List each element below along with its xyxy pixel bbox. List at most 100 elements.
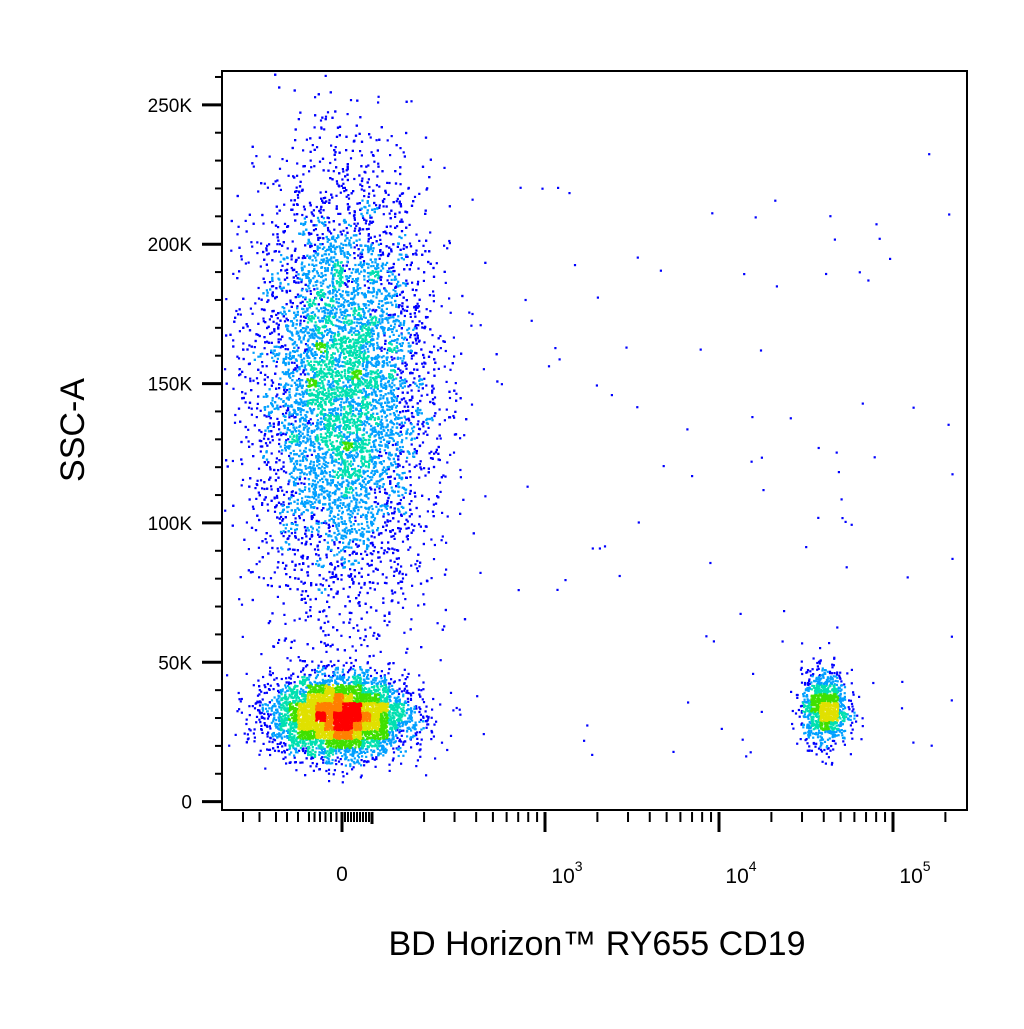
event-dot (385, 312, 388, 315)
event-dot (411, 415, 414, 418)
event-dot (298, 563, 301, 566)
event-dot (364, 222, 367, 225)
event-dot (347, 574, 350, 577)
event-dot (303, 165, 306, 168)
event-dot (821, 760, 824, 763)
event-dot (257, 333, 260, 336)
event-dot (296, 277, 299, 280)
event-dot (418, 731, 422, 734)
event-dot (419, 561, 422, 564)
event-dot (399, 369, 402, 372)
event-dot (252, 351, 255, 354)
event-dot (300, 580, 303, 583)
event-dot (281, 289, 284, 292)
event-dot (434, 502, 438, 505)
event-dot (262, 277, 265, 280)
event-dot (335, 573, 338, 576)
event-dot (260, 308, 263, 311)
event-dot (239, 373, 242, 376)
event-dot (353, 222, 356, 225)
event-dot (443, 270, 446, 273)
event-dot (833, 672, 836, 675)
event-dot (409, 484, 412, 487)
event-dot (410, 443, 413, 446)
event-dot (309, 598, 312, 601)
event-dot (302, 255, 305, 258)
event-dot (421, 387, 424, 390)
event-dot (375, 757, 378, 761)
event-dot (297, 656, 300, 659)
event-dot (411, 320, 414, 323)
event-dot (384, 339, 387, 342)
event-dot (348, 268, 351, 271)
event-dot (271, 439, 274, 442)
event-dot (386, 502, 389, 505)
event-dot (234, 733, 237, 736)
event-dot (279, 522, 282, 525)
event-dot (225, 334, 228, 337)
event-dot (238, 246, 241, 249)
event-dot (850, 523, 853, 526)
event-dot (283, 493, 286, 496)
event-dot (377, 95, 380, 98)
event-dot (373, 488, 377, 491)
event-dot (341, 529, 344, 532)
event-dot (346, 113, 349, 116)
event-dot (268, 620, 272, 623)
event-dot (303, 351, 306, 354)
event-dot (325, 665, 328, 668)
event-dot (948, 213, 951, 216)
event-dot (359, 208, 362, 211)
event-dot (387, 252, 391, 255)
event-dot (416, 283, 419, 286)
event-dot (830, 763, 833, 766)
event-dot (334, 575, 337, 578)
event-dot (325, 769, 328, 773)
event-dot (417, 280, 420, 283)
event-dot (377, 266, 380, 270)
event-dot (378, 138, 381, 141)
event-dot (808, 745, 811, 748)
event-dot (413, 368, 416, 371)
density-level-0 (224, 73, 954, 784)
event-dot (293, 568, 296, 571)
event-dot (326, 216, 329, 219)
event-dot (285, 681, 288, 684)
event-dot (432, 290, 435, 293)
event-dot (410, 523, 414, 526)
event-dot (360, 253, 364, 256)
event-dot (356, 624, 359, 627)
event-dot (358, 591, 362, 594)
event-dot (396, 395, 399, 398)
event-dot (396, 197, 399, 200)
event-dot (383, 488, 387, 491)
event-dot (930, 744, 933, 747)
event-dot (459, 397, 462, 400)
event-dot (400, 565, 403, 568)
event-dot (416, 306, 419, 309)
event-dot (279, 311, 282, 314)
event-dot (412, 253, 415, 256)
event-dot (394, 443, 397, 446)
event-dot (410, 398, 413, 402)
event-dot (254, 487, 257, 490)
event-dot (284, 313, 287, 316)
event-dot (320, 127, 323, 130)
event-dot (384, 191, 387, 194)
event-dot (408, 463, 411, 466)
event-dot (273, 496, 276, 499)
event-dot (345, 189, 348, 192)
event-dot (411, 341, 415, 344)
event-dot (250, 407, 253, 410)
event-dot (598, 547, 601, 550)
event-dot (524, 298, 527, 302)
event-dot (329, 177, 332, 180)
event-dot (288, 353, 291, 356)
event-dot (377, 243, 380, 246)
event-dot (260, 728, 263, 731)
event-dot (247, 261, 250, 264)
event-dot (333, 149, 336, 152)
event-dot (372, 531, 375, 534)
event-dot (243, 538, 246, 541)
event-dot (388, 335, 391, 338)
